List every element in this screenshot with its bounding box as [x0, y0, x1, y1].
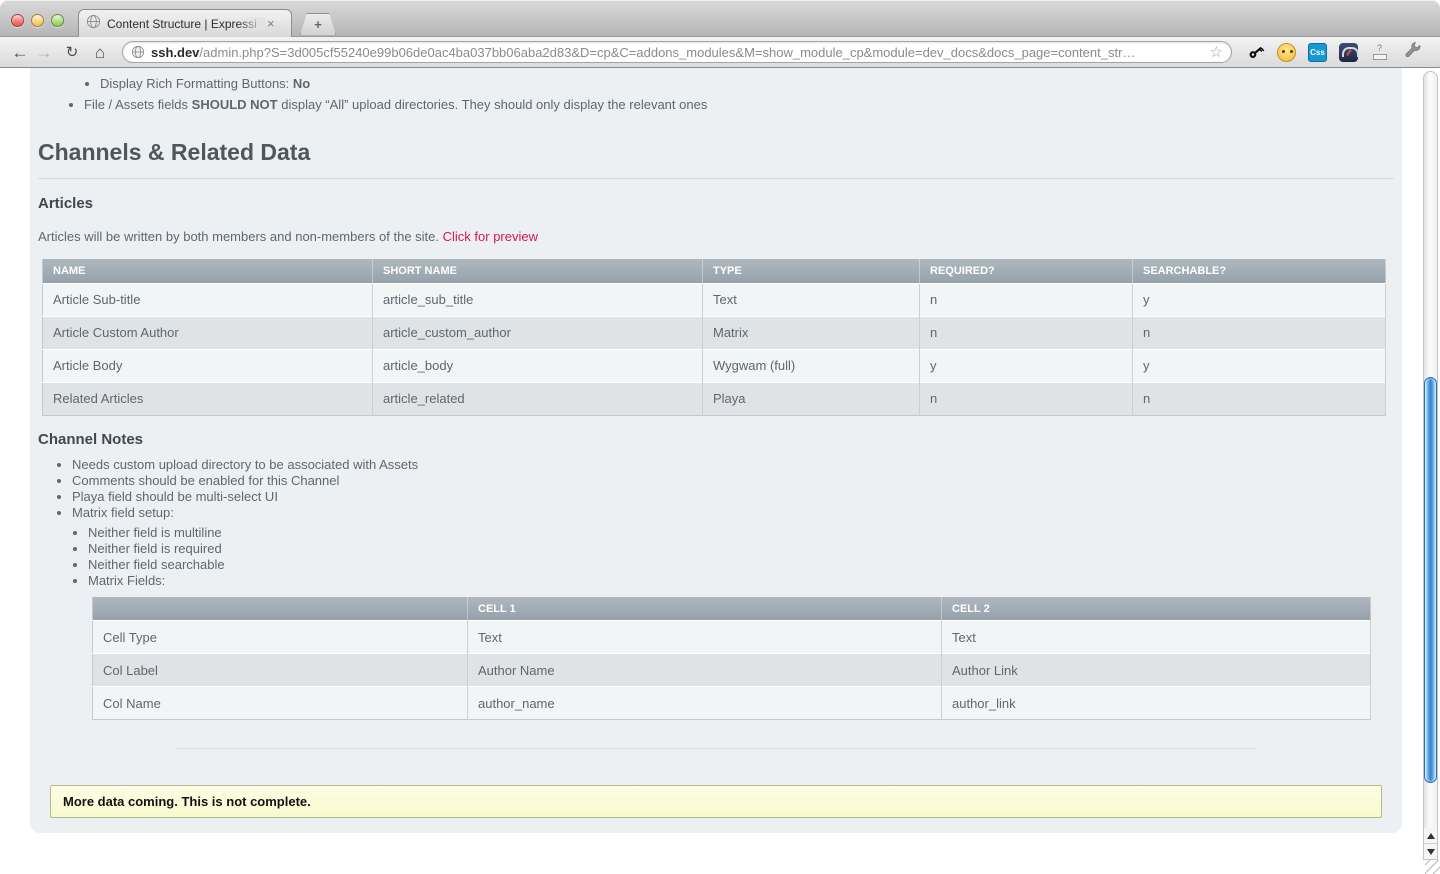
column-header: CELL 2 — [941, 596, 1371, 621]
table-row: Cell Type Text Text — [92, 620, 1371, 654]
url-path: /admin.php?S=3d005cf55240e99b06de0ac4ba0… — [199, 44, 1136, 60]
list-item: Neither field is required — [88, 541, 1394, 557]
zoom-window-button[interactable] — [51, 14, 64, 27]
close-window-button[interactable] — [11, 14, 24, 27]
articles-heading: Articles — [38, 195, 94, 212]
list-item: Neither field is multiline — [88, 525, 1394, 541]
scrollbar-buttons — [1423, 828, 1438, 860]
traffic-lights — [11, 14, 64, 27]
scroll-up-arrow-icon[interactable] — [1427, 833, 1435, 839]
matrix-setup-sublist: Neither field is multiline Neither field… — [72, 525, 1394, 589]
tab-close-icon[interactable]: × — [267, 16, 275, 31]
browser-tab[interactable]: Content Structure | Expressi × — [78, 9, 292, 37]
list-item: Needs custom upload directory to be asso… — [72, 457, 1394, 473]
column-header: CELL 1 — [467, 596, 942, 621]
table-header-row: CELL 1 CELL 2 — [92, 596, 1371, 621]
home-button[interactable]: ⌂ — [94, 42, 106, 62]
site-globe-icon — [131, 45, 145, 59]
table-row: Col Label Author Name Author Link — [92, 653, 1371, 687]
form-question-extension-icon[interactable]: ? — [1370, 43, 1389, 62]
divider — [38, 178, 1394, 179]
column-header: SEARCHABLE? — [1132, 259, 1386, 283]
speed-gauge-extension-icon[interactable] — [1339, 42, 1359, 62]
click-for-preview-link[interactable]: Click for preview — [442, 229, 538, 244]
smiley-extension-icon[interactable] — [1277, 42, 1296, 62]
list-item: Playa field should be multi-select UI — [72, 489, 1394, 505]
channel-notes-list: Needs custom upload directory to be asso… — [38, 457, 1394, 589]
browser-toolbar: ← → ↻ ⌂ ssh.dev/admin.php?S=3d005cf55240… — [0, 37, 1440, 68]
table-row: Article Body article_body Wygwam (full) … — [42, 348, 1386, 382]
incomplete-notice-box: More data coming. This is not complete. — [50, 785, 1382, 818]
table-row: Related Articles article_related Playa n… — [42, 381, 1386, 415]
address-bar[interactable]: ssh.dev/admin.php?S=3d005cf55240e99b06de… — [122, 41, 1232, 63]
table-row: Article Sub-title article_sub_title Text… — [42, 282, 1386, 316]
back-button[interactable]: ← — [11, 42, 29, 62]
url-host: ssh.dev — [151, 44, 200, 60]
intro-bullet-list: Display Rich Formatting Buttons: No File… — [38, 76, 1394, 113]
list-item: Neither field searchable — [88, 557, 1394, 573]
key-extension-icon[interactable] — [1246, 43, 1265, 62]
tab-favicon-globe-icon — [86, 14, 101, 34]
bookmark-star-icon[interactable]: ☆ — [1209, 44, 1223, 61]
list-item: Display Rich Formatting Buttons: No — [100, 76, 1394, 92]
channel-notes-heading: Channel Notes — [38, 430, 144, 448]
articles-intro: Articles will be written by both members… — [38, 229, 538, 244]
table-row: Article Custom Author article_custom_aut… — [42, 315, 1386, 349]
extension-icons: Css ? — [1246, 42, 1389, 62]
new-tab-button[interactable]: + — [300, 13, 336, 35]
list-item: Matrix field setup: Neither field is mul… — [72, 505, 1394, 589]
forward-button[interactable]: → — [35, 42, 53, 62]
docs-content-panel: Display Rich Formatting Buttons: No File… — [30, 68, 1402, 833]
list-item: Comments should be enabled for this Chan… — [72, 473, 1394, 489]
scroll-down-arrow-icon[interactable] — [1427, 849, 1435, 855]
page-viewport: Display Rich Formatting Buttons: No File… — [0, 68, 1440, 874]
css-extension-icon[interactable]: Css — [1308, 42, 1327, 62]
minimize-window-button[interactable] — [31, 14, 44, 27]
window-titlebar: Content Structure | Expressi × + — [0, 0, 1440, 37]
reload-button[interactable]: ↻ — [65, 43, 79, 61]
column-header: SHORT NAME — [372, 259, 703, 283]
column-header: NAME — [42, 259, 373, 283]
table-row: Col Name author_name author_link — [92, 686, 1371, 720]
url-text: ssh.dev/admin.php?S=3d005cf55240e99b06de… — [151, 45, 1204, 60]
tab-title: Content Structure | Expressi — [107, 16, 265, 31]
matrix-fields-table: CELL 1 CELL 2 Cell Type Text Text Col La… — [92, 596, 1371, 720]
divider — [177, 748, 1255, 749]
list-item: Matrix Fields: — [88, 573, 1394, 589]
articles-fields-table: NAME SHORT NAME TYPE REQUIRED? SEARCHABL… — [42, 259, 1386, 416]
table-header-row: NAME SHORT NAME TYPE REQUIRED? SEARCHABL… — [42, 259, 1386, 283]
page-title: Channels & Related Data — [38, 139, 311, 165]
column-header: REQUIRED? — [919, 259, 1133, 283]
window-resize-grip[interactable] — [1425, 860, 1440, 874]
settings-wrench-icon[interactable] — [1403, 40, 1422, 64]
column-header: TYPE — [702, 259, 920, 283]
vertical-scrollbar-thumb[interactable] — [1424, 377, 1437, 783]
column-header — [92, 596, 468, 621]
list-item: File / Assets fields SHOULD NOT display … — [84, 97, 1394, 113]
